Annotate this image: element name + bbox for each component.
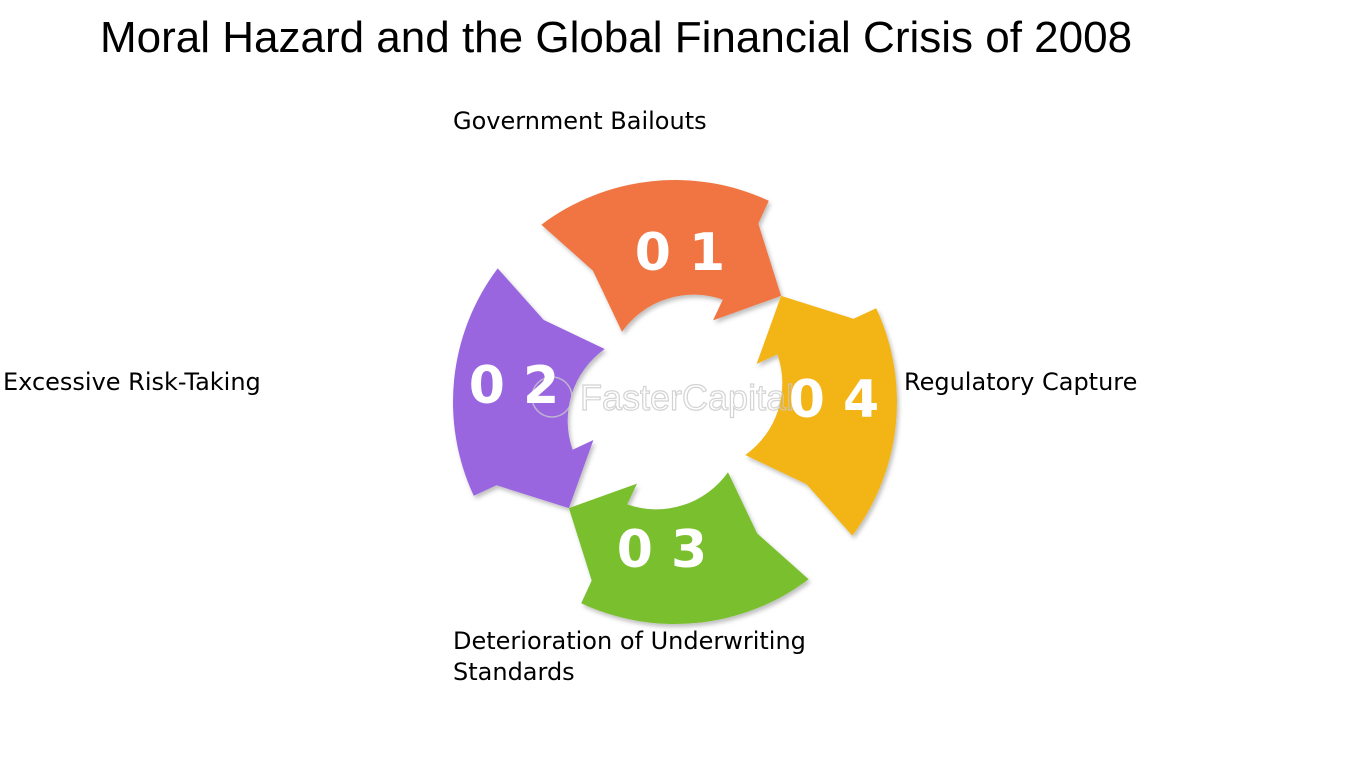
cycle-arrow-4 bbox=[745, 295, 897, 536]
step-4-number: 0 4 bbox=[789, 370, 879, 430]
page-title: Moral Hazard and the Global Financial Cr… bbox=[100, 13, 1133, 62]
step-3-number: 0 3 bbox=[617, 520, 707, 580]
step-1-label: Government Bailouts bbox=[453, 107, 707, 135]
step-3-label: Deterioration of Underwriting Standards bbox=[453, 627, 806, 686]
step-1-number: 0 1 bbox=[635, 223, 725, 283]
cycle-arrow-1 bbox=[541, 180, 782, 332]
step-2-label: Excessive Risk-Taking bbox=[3, 368, 261, 396]
watermark: FasterCapital bbox=[531, 376, 795, 419]
step-4-label: Regulatory Capture bbox=[904, 368, 1138, 396]
step-2-number: 0 2 bbox=[469, 356, 559, 416]
svg-text:FasterCapital: FasterCapital bbox=[580, 377, 794, 418]
cycle-arrow-2 bbox=[453, 268, 605, 509]
cycle-arrow-3 bbox=[568, 472, 809, 624]
